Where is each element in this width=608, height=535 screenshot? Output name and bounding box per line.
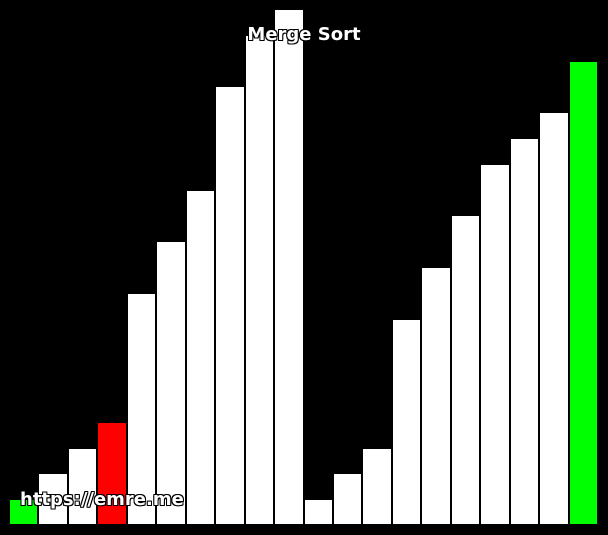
sort-bar — [274, 9, 304, 525]
sort-bar — [333, 473, 362, 525]
sort-bar — [215, 86, 245, 525]
sort-bar — [68, 448, 97, 525]
sort-bar — [9, 499, 38, 525]
algorithm-title: Merge Sort — [247, 24, 361, 45]
sort-bar — [304, 499, 333, 525]
sort-bar — [510, 138, 539, 525]
sort-bar — [451, 215, 480, 525]
sort-bar — [38, 473, 68, 525]
sort-bar — [421, 267, 451, 525]
sort-bar — [156, 241, 186, 525]
sort-bar — [362, 448, 392, 525]
sort-bar — [97, 422, 127, 525]
sort-bar — [186, 190, 215, 525]
sort-bar — [392, 319, 421, 525]
sort-bar — [245, 35, 274, 525]
watermark-url: https://emre.me — [20, 489, 184, 510]
sort-bar — [127, 293, 156, 525]
sort-bar — [480, 164, 510, 525]
sort-bar — [569, 61, 598, 525]
sort-bar — [539, 112, 569, 525]
